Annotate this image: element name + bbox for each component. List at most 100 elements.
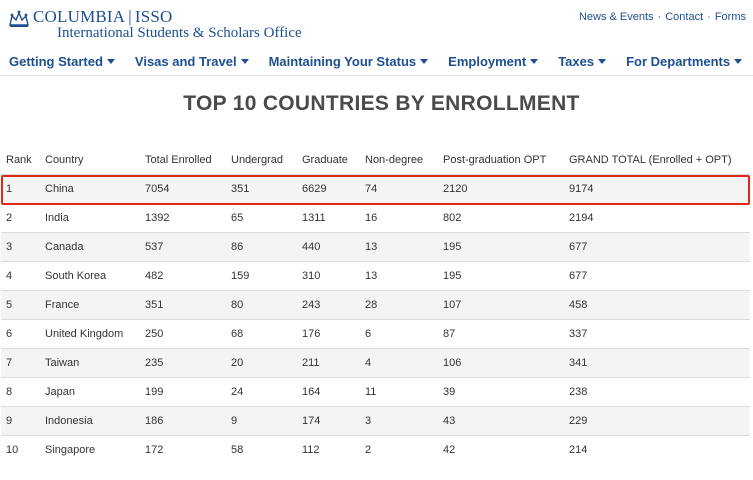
cell-non-degree: 16 bbox=[360, 202, 438, 232]
header-graduate: Graduate bbox=[302, 153, 348, 166]
cell-country: South Korea bbox=[40, 260, 140, 290]
caret-down-icon bbox=[530, 59, 539, 64]
table-body: 1 China 7054 351 6629 74 2120 9174 2 India 1392 65 1… bbox=[1, 173, 750, 464]
table-row: 5 France 351 80 243 28 107 458 bbox=[1, 289, 750, 319]
news-events-link[interactable]: News & Events bbox=[578, 11, 654, 23]
nav-maintaining-your-status[interactable]: Maintaining Your Status bbox=[269, 54, 429, 69]
cell-graduate: 310 bbox=[297, 260, 360, 290]
cell-country: Japan bbox=[40, 376, 140, 406]
cell-grand-total: 458 bbox=[564, 289, 750, 319]
nav-for-departments[interactable]: For Departments bbox=[626, 54, 743, 69]
util-separator: · bbox=[657, 11, 662, 23]
caret-down-icon bbox=[734, 59, 743, 64]
header-grand-total: GRAND TOTAL (Enrolled + OPT) bbox=[569, 153, 732, 166]
header-post-graduation-opt: Post-graduation OPT bbox=[443, 153, 547, 166]
cell-grand-total: 677 bbox=[564, 260, 750, 290]
header-country: Country bbox=[45, 153, 84, 166]
cell-total-enrolled: 172 bbox=[140, 434, 226, 464]
cell-undergrad: 80 bbox=[226, 289, 297, 319]
cell-non-degree: 74 bbox=[360, 173, 438, 203]
cell-country: United Kingdom bbox=[40, 318, 140, 348]
cell-non-degree: 2 bbox=[360, 434, 438, 464]
cell-non-degree: 13 bbox=[360, 260, 438, 290]
table-row: 2 India 1392 65 1311 16 802 2194 bbox=[1, 202, 750, 232]
cell-undergrad: 65 bbox=[226, 202, 297, 232]
cell-rank: 9 bbox=[1, 405, 40, 435]
cell-undergrad: 58 bbox=[226, 434, 297, 464]
table-row: 8 Japan 199 24 164 11 39 238 bbox=[1, 376, 750, 406]
cell-country: France bbox=[40, 289, 140, 319]
cell-undergrad: 159 bbox=[226, 260, 297, 290]
logo-isso-text: ISSO bbox=[134, 7, 173, 26]
cell-graduate: 164 bbox=[297, 376, 360, 406]
forms-link[interactable]: Forms bbox=[714, 11, 746, 23]
cell-post-graduation-opt: 87 bbox=[438, 318, 564, 348]
nav-label: Taxes bbox=[558, 54, 595, 69]
cell-total-enrolled: 537 bbox=[140, 231, 226, 261]
caret-down-icon bbox=[106, 59, 115, 64]
cell-graduate: 6629 bbox=[297, 173, 360, 203]
nav-label: Getting Started bbox=[9, 54, 103, 69]
cell-non-degree: 4 bbox=[360, 347, 438, 377]
cell-undergrad: 351 bbox=[226, 173, 297, 203]
cell-non-degree: 6 bbox=[360, 318, 438, 348]
cell-rank: 1 bbox=[1, 173, 40, 203]
nav-employment[interactable]: Employment bbox=[448, 54, 539, 69]
page-title: TOP 10 COUNTRIES BY ENROLLMENT bbox=[183, 92, 580, 115]
caret-down-icon bbox=[420, 59, 429, 64]
utility-links: News & Events · Contact · Forms bbox=[579, 11, 746, 23]
contact-link[interactable]: Contact bbox=[665, 11, 704, 23]
site-header: COLUMBIA | ISSO International Students & S… bbox=[0, 0, 753, 46]
cell-total-enrolled: 482 bbox=[140, 260, 226, 290]
cell-non-degree: 13 bbox=[360, 231, 438, 261]
main-nav: Getting Started Visas and Travel Maintai… bbox=[0, 48, 753, 76]
table-row: 3 Canada 537 86 440 13 195 677 bbox=[1, 231, 750, 261]
cell-graduate: 243 bbox=[297, 289, 360, 319]
cell-undergrad: 68 bbox=[226, 318, 297, 348]
crown-icon bbox=[9, 10, 29, 27]
cell-graduate: 211 bbox=[297, 347, 360, 377]
header-undergrad: Undergrad bbox=[231, 153, 283, 166]
table-row: 9 Indonesia 186 9 174 3 43 229 bbox=[1, 405, 750, 435]
cell-rank: 4 bbox=[1, 260, 40, 290]
cell-grand-total: 9174 bbox=[564, 173, 750, 203]
cell-grand-total: 341 bbox=[564, 347, 750, 377]
cell-total-enrolled: 250 bbox=[140, 318, 226, 348]
table-row: 4 South Korea 482 159 310 13 195 677 bbox=[1, 260, 750, 290]
cell-post-graduation-opt: 107 bbox=[438, 289, 564, 319]
cell-graduate: 1311 bbox=[297, 202, 360, 232]
cell-undergrad: 9 bbox=[226, 405, 297, 435]
cell-post-graduation-opt: 42 bbox=[438, 434, 564, 464]
cell-grand-total: 337 bbox=[564, 318, 750, 348]
header-non-degree: Non-degree bbox=[365, 153, 424, 166]
cell-post-graduation-opt: 2120 bbox=[438, 173, 564, 203]
cell-grand-total: 214 bbox=[564, 434, 750, 464]
cell-rank: 3 bbox=[1, 231, 40, 261]
nav-label: Visas and Travel bbox=[134, 54, 237, 69]
cell-post-graduation-opt: 195 bbox=[438, 260, 564, 290]
cell-country: Canada bbox=[40, 231, 140, 261]
nav-visas-and-travel[interactable]: Visas and Travel bbox=[135, 54, 249, 69]
cell-grand-total: 2194 bbox=[564, 202, 750, 232]
cell-rank: 10 bbox=[1, 434, 40, 464]
table-row: 7 Taiwan 235 20 211 4 106 341 bbox=[1, 347, 750, 377]
columbia-isso-logo[interactable]: COLUMBIA | ISSO International Students & S… bbox=[8, 8, 302, 42]
nav-label: Employment bbox=[448, 54, 527, 69]
logo-subtitle: International Students & Scholars Office bbox=[57, 25, 302, 41]
cell-graduate: 440 bbox=[297, 231, 360, 261]
cell-total-enrolled: 186 bbox=[140, 405, 226, 435]
cell-total-enrolled: 7054 bbox=[140, 173, 226, 203]
cell-grand-total: 677 bbox=[564, 231, 750, 261]
nav-label: Maintaining Your Status bbox=[268, 54, 417, 69]
nav-getting-started[interactable]: Getting Started bbox=[9, 54, 115, 69]
nav-taxes[interactable]: Taxes bbox=[558, 54, 607, 69]
table-row: 10 Singapore 172 58 112 2 42 214 bbox=[1, 434, 750, 464]
cell-post-graduation-opt: 802 bbox=[438, 202, 564, 232]
table-row: 6 United Kingdom 250 68 176 6 87 337 bbox=[1, 318, 750, 348]
cell-country: Indonesia bbox=[40, 405, 140, 435]
cell-non-degree: 28 bbox=[360, 289, 438, 319]
cell-rank: 8 bbox=[1, 376, 40, 406]
cell-total-enrolled: 199 bbox=[140, 376, 226, 406]
cell-graduate: 112 bbox=[297, 434, 360, 464]
cell-post-graduation-opt: 195 bbox=[438, 231, 564, 261]
